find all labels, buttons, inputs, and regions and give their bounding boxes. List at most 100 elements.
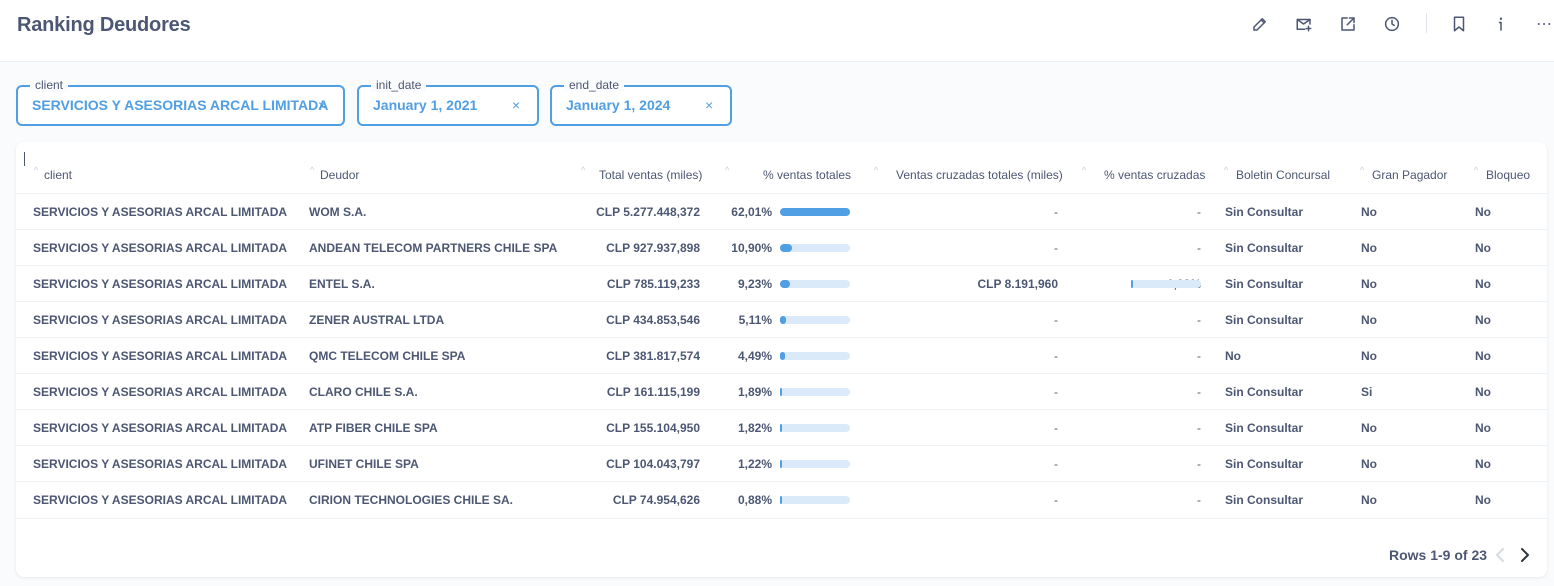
info-icon[interactable] xyxy=(1489,12,1513,36)
cell-bloqueo: No xyxy=(1475,313,1491,327)
cell-boletin: Sin Consultar xyxy=(1225,385,1304,399)
pct-ventas-bar xyxy=(780,244,850,252)
cell-pct-cruzadas: - xyxy=(1197,457,1201,471)
cell-total-ventas: CLP 927.937,898 xyxy=(606,241,700,255)
pct-cruzadas-bar xyxy=(1131,280,1201,288)
cell-bloqueo: No xyxy=(1475,349,1491,363)
cell-boletin: Sin Consultar xyxy=(1225,241,1304,255)
cell-deudor: ATP FIBER CHILE SPA xyxy=(309,421,438,435)
cell-gran-pagador: No xyxy=(1361,457,1377,471)
column-header-pct-ventas-cruzadas[interactable]: ^ % ventas cruzadas xyxy=(1082,165,1206,182)
chevron-right-icon xyxy=(1521,548,1529,562)
cell-pct-ventas: 10,90% xyxy=(731,241,772,255)
cell-boletin: No xyxy=(1225,349,1241,363)
table-row[interactable]: SERVICIOS Y ASESORIAS ARCAL LIMITADA QMC … xyxy=(16,337,1547,373)
cell-client: SERVICIOS Y ASESORIAS ARCAL LIMITADA xyxy=(33,205,288,219)
column-header-bloqueo[interactable]: ^ Bloqueo xyxy=(1474,165,1531,182)
cell-ventas-cruzadas: - xyxy=(1054,493,1058,507)
cell-pct-ventas: 0,88% xyxy=(737,493,772,507)
column-header-client[interactable]: ^ client xyxy=(34,165,73,182)
clear-filter-icon[interactable]: × xyxy=(512,97,521,113)
cell-ventas-cruzadas: - xyxy=(1054,457,1058,471)
cell-deudor: CLARO CHILE S.A. xyxy=(309,385,418,399)
text-cursor xyxy=(24,152,25,166)
clear-filter-icon[interactable]: × xyxy=(318,97,327,113)
next-page-button[interactable] xyxy=(1516,546,1532,564)
cell-deudor: UFINET CHILE SPA xyxy=(309,457,419,471)
cell-bloqueo: No xyxy=(1475,241,1491,255)
cell-gran-pagador: No xyxy=(1361,241,1377,255)
cell-pct-cruzadas: - xyxy=(1197,349,1201,363)
chevron-left-icon xyxy=(1496,548,1504,562)
cell-bloqueo: No xyxy=(1475,385,1491,399)
cell-pct-cruzadas: - xyxy=(1197,313,1201,327)
cell-client: SERVICIOS Y ASESORIAS ARCAL LIMITADA xyxy=(33,493,288,507)
clock-icon[interactable] xyxy=(1380,12,1404,36)
sort-icon: ^ xyxy=(1360,165,1365,175)
mail-add-icon[interactable] xyxy=(1292,12,1316,36)
cell-deudor: ZENER AUSTRAL LTDA xyxy=(309,313,445,327)
pct-ventas-bar-fill xyxy=(780,424,783,432)
cell-gran-pagador: No xyxy=(1361,205,1377,219)
sort-icon: ^ xyxy=(725,165,730,175)
cell-pct-cruzadas: - xyxy=(1197,385,1201,399)
filter-end-date[interactable]: end_date January 1, 2024 × xyxy=(550,78,732,126)
column-header-ventas-cruzadas[interactable]: ^ Ventas cruzadas totales (miles) xyxy=(874,165,1063,182)
cell-bloqueo: No xyxy=(1475,421,1491,435)
cell-pct-ventas: 5,11% xyxy=(738,313,772,327)
pct-ventas-bar-fill xyxy=(780,496,782,504)
cell-total-ventas: CLP 104.043,797 xyxy=(606,457,700,471)
cell-total-ventas: CLP 785.119,233 xyxy=(606,277,700,291)
cell-gran-pagador: Si xyxy=(1361,385,1373,399)
cell-total-ventas: CLP 155.104,950 xyxy=(606,421,700,435)
cell-gran-pagador: No xyxy=(1361,313,1377,327)
bookmark-icon[interactable] xyxy=(1447,12,1471,36)
filter-init-date[interactable]: init_date January 1, 2021 × xyxy=(357,78,539,126)
pencil-icon[interactable] xyxy=(1248,12,1272,36)
cell-ventas-cruzadas: - xyxy=(1054,349,1058,363)
table-row[interactable]: SERVICIOS Y ASESORIAS ARCAL LIMITADA ANDE… xyxy=(16,229,1547,265)
cell-pct-cruzadas: - xyxy=(1197,493,1201,507)
cell-pct-cruzadas: - xyxy=(1197,241,1201,255)
table-row[interactable]: SERVICIOS Y ASESORIAS ARCAL LIMITADA UFIN… xyxy=(16,445,1547,481)
clear-filter-icon[interactable]: × xyxy=(705,97,714,113)
cell-pct-ventas: 1,22% xyxy=(737,457,772,471)
cell-total-ventas: CLP 5.277.448,372 xyxy=(596,205,700,219)
table-card: ^ client ^ Deudor ^ Total ventas (miles)… xyxy=(16,142,1547,577)
table-row[interactable]: SERVICIOS Y ASESORIAS ARCAL LIMITADA ZENE… xyxy=(16,301,1547,337)
column-header-total-ventas[interactable]: ^ Total ventas (miles) xyxy=(581,165,703,182)
cell-client: SERVICIOS Y ASESORIAS ARCAL LIMITADA xyxy=(33,421,288,435)
table-row[interactable]: SERVICIOS Y ASESORIAS ARCAL LIMITADA ENTE… xyxy=(16,265,1547,301)
sort-icon: ^ xyxy=(34,165,39,175)
header-divider xyxy=(1426,13,1427,33)
table-row[interactable]: SERVICIOS Y ASESORIAS ARCAL LIMITADA WOM … xyxy=(16,193,1547,229)
pct-ventas-bar-fill xyxy=(780,244,793,252)
cell-ventas-cruzadas: - xyxy=(1054,205,1058,219)
cell-pct-ventas: 1,89% xyxy=(737,385,772,399)
column-header-boletin[interactable]: ^ Boletin Concursal xyxy=(1224,165,1331,182)
table-row[interactable]: SERVICIOS Y ASESORIAS ARCAL LIMITADA CIRI… xyxy=(16,481,1547,517)
cell-boletin: Sin Consultar xyxy=(1225,205,1304,219)
pagination-text: Rows 1-9 of 23 xyxy=(1389,547,1488,563)
cell-ventas-cruzadas: - xyxy=(1054,385,1058,399)
cell-boletin: Sin Consultar xyxy=(1225,277,1304,291)
table-row[interactable]: SERVICIOS Y ASESORIAS ARCAL LIMITADA ATP … xyxy=(16,409,1547,445)
cell-total-ventas: CLP 161.115,199 xyxy=(606,385,700,399)
pct-ventas-bar xyxy=(780,208,850,216)
pct-ventas-bar xyxy=(780,280,850,288)
column-header-pct-ventas-totales[interactable]: ^ % ventas totales xyxy=(725,165,852,182)
column-header-gran-pagador[interactable]: ^ Gran Pagador xyxy=(1360,165,1448,182)
pct-ventas-bar-fill xyxy=(780,352,786,360)
column-header-deudor[interactable]: ^ Deudor xyxy=(310,165,360,182)
more-icon[interactable] xyxy=(1532,12,1554,36)
share-icon[interactable] xyxy=(1336,12,1360,36)
cell-pct-cruzadas: - xyxy=(1197,205,1201,219)
previous-page-button[interactable] xyxy=(1493,546,1509,564)
filter-client[interactable]: client SERVICIOS Y ASESORIAS ARCAL LIMIT… xyxy=(16,78,345,126)
table-row[interactable]: SERVICIOS Y ASESORIAS ARCAL LIMITADA CLAR… xyxy=(16,373,1547,409)
cell-client: SERVICIOS Y ASESORIAS ARCAL LIMITADA xyxy=(33,385,288,399)
pct-ventas-bar-fill xyxy=(780,208,850,216)
sort-icon: ^ xyxy=(581,165,586,175)
cell-pct-cruzadas: - xyxy=(1197,421,1201,435)
pct-ventas-bar-fill xyxy=(780,388,783,396)
